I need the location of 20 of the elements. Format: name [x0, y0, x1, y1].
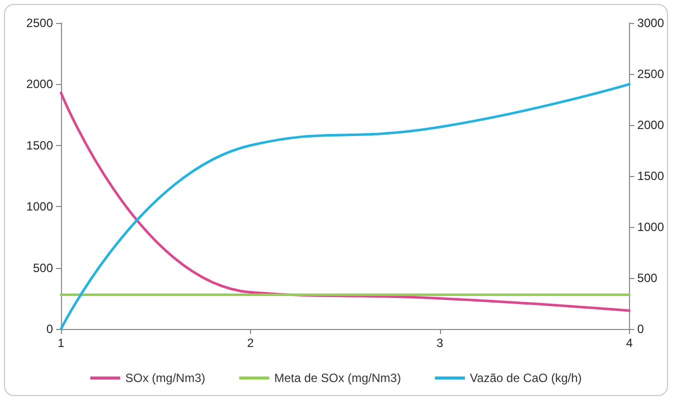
x-tick-label: 3: [436, 336, 444, 350]
y2-tick-label: 1000: [637, 220, 664, 234]
x-tick-label: 2: [247, 336, 254, 350]
y2-tick-label: 2500: [637, 67, 664, 81]
legend-label: Vazão de CaO (kg/h): [470, 371, 582, 385]
legend-label: SOx (mg/Nm3): [125, 371, 206, 385]
y2-tick-label: 1500: [637, 169, 664, 183]
x-tick-label: 4: [626, 336, 633, 350]
y-tick-label: 500: [32, 260, 54, 275]
y-tick-label: 1500: [26, 138, 54, 152]
x-tick-label: 1: [58, 336, 65, 350]
y-tick-label: 1000: [26, 200, 54, 214]
y2-tick-label: 500: [637, 271, 658, 285]
y-tick-label: 2000: [26, 77, 54, 92]
y2-tick-label: 3000: [637, 16, 664, 30]
legend-label: Meta de SOx (mg/Nm3): [274, 371, 401, 385]
y-tick-label: 0: [46, 322, 54, 336]
y-tick-label: 2500: [26, 16, 54, 30]
y2-tick-label: 2000: [637, 118, 664, 132]
y2-tick-label: 0: [637, 322, 644, 336]
